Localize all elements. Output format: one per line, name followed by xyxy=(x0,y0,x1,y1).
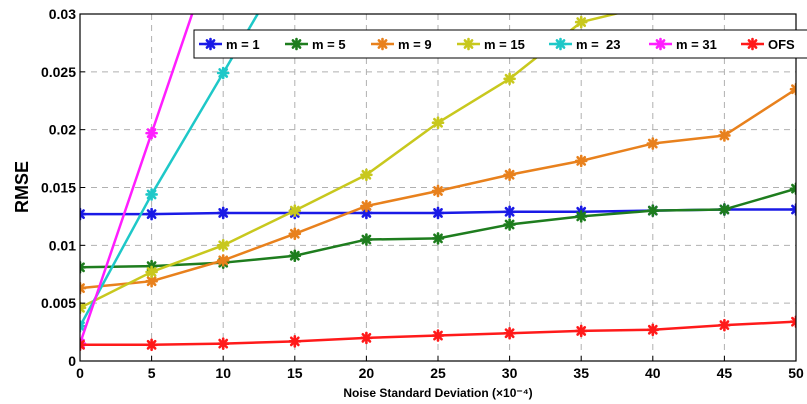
data-point xyxy=(574,15,588,29)
data-point xyxy=(216,239,230,252)
data-point xyxy=(503,326,516,340)
legend-item: m = 23 xyxy=(549,37,620,52)
data-point xyxy=(718,318,731,332)
data-point xyxy=(431,232,445,245)
data-point xyxy=(80,261,87,274)
legend-label: m = 9 xyxy=(398,37,432,52)
data-point xyxy=(646,204,660,217)
data-point xyxy=(718,129,731,142)
axis-ticks: 0 5 10 15 20 25 30 35 40 45 50 0 0.005 0.01 0.015 0.02 0… xyxy=(41,6,804,381)
data-point xyxy=(145,188,158,201)
x-tick-label: 30 xyxy=(502,365,518,381)
x-tick-label: 20 xyxy=(359,365,375,381)
legend-item: m = 1 xyxy=(199,37,260,52)
data-point xyxy=(145,126,158,140)
data-point xyxy=(431,184,445,198)
data-point xyxy=(789,203,796,216)
data-point xyxy=(574,324,588,338)
data-point xyxy=(431,116,445,130)
legend-label: m = 1 xyxy=(226,37,260,52)
legend-item: OFS xyxy=(741,37,795,52)
legend-label: m = 15 xyxy=(484,37,525,52)
legend-marker xyxy=(654,37,667,51)
data-point xyxy=(216,337,230,350)
data-point xyxy=(145,207,158,221)
data-point xyxy=(360,233,373,246)
x-tick-label: 0 xyxy=(76,365,84,381)
data-point xyxy=(288,249,302,263)
data-point xyxy=(503,218,516,231)
data-point xyxy=(574,210,588,223)
x-axis-title: Noise Standard Deviation (×10⁻⁴) xyxy=(343,386,532,400)
x-tick-label: 45 xyxy=(717,365,733,381)
legend-item: m = 31 xyxy=(649,37,717,52)
data-point xyxy=(789,82,796,96)
data-point xyxy=(503,205,516,219)
legend-marker xyxy=(204,37,217,51)
x-tick-label: 50 xyxy=(788,365,804,381)
data-point xyxy=(145,338,158,352)
x-tick-label: 10 xyxy=(215,365,231,381)
y-tick-label: 0.015 xyxy=(41,180,76,196)
legend-marker xyxy=(290,37,303,51)
data-point xyxy=(80,207,87,221)
data-point xyxy=(431,206,445,220)
legend-label: OFS xyxy=(768,37,795,52)
legend: m = 1 m = 5 m = 9 m = 15 m = 23 m = 31 OFS xyxy=(193,29,807,59)
data-point xyxy=(288,204,302,217)
data-point xyxy=(503,168,516,182)
data-point xyxy=(216,66,230,80)
data-point xyxy=(288,335,302,348)
grid-lines xyxy=(80,14,796,361)
legend-label: m = 31 xyxy=(676,37,717,52)
legend-item: m = 15 xyxy=(457,37,525,52)
legend-marker xyxy=(376,37,389,51)
data-point xyxy=(503,72,516,86)
y-axis-title: RMSE xyxy=(12,161,32,213)
x-tick-label: 25 xyxy=(430,365,446,381)
y-tick-label: 0.01 xyxy=(49,237,76,253)
legend-label: m = 5 xyxy=(312,37,346,52)
legend-marker xyxy=(746,37,759,51)
data-point xyxy=(216,254,230,267)
data-point xyxy=(648,0,658,10)
y-tick-label: 0.02 xyxy=(49,122,76,138)
y-tick-label: 0.03 xyxy=(49,6,76,22)
data-point xyxy=(789,182,796,195)
data-point xyxy=(789,315,796,328)
data-point xyxy=(216,206,230,220)
y-tick-label: 0.025 xyxy=(41,64,76,80)
legend-marker xyxy=(554,37,567,51)
x-tick-label: 15 xyxy=(287,365,303,381)
data-point xyxy=(718,203,731,216)
data-point xyxy=(288,227,302,241)
data-point xyxy=(646,137,660,150)
data-point xyxy=(646,323,660,337)
data-point xyxy=(360,168,373,182)
x-tick-label: 35 xyxy=(573,365,589,381)
legend-item: m = 9 xyxy=(371,37,432,52)
data-point xyxy=(80,281,87,295)
data-point xyxy=(431,329,445,342)
data-point xyxy=(80,319,87,333)
data-point xyxy=(360,331,373,345)
x-tick-label: 5 xyxy=(148,365,156,381)
legend-item: m = 5 xyxy=(285,37,346,52)
data-point xyxy=(80,301,87,315)
legend-marker xyxy=(462,37,475,51)
data-point xyxy=(360,199,373,213)
y-tick-label: 0 xyxy=(68,353,76,369)
series-lines xyxy=(80,0,796,352)
series-line-4 xyxy=(80,14,260,327)
x-tick-label: 40 xyxy=(645,365,661,381)
data-point xyxy=(145,265,158,279)
legend-label: m = 23 xyxy=(576,37,620,52)
data-point xyxy=(574,154,588,168)
data-point xyxy=(80,338,87,352)
y-tick-label: 0.005 xyxy=(41,295,76,311)
